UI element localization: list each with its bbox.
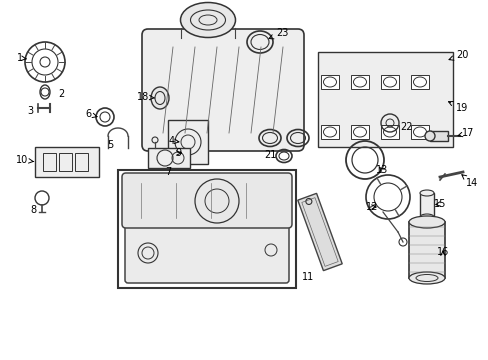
Bar <box>350 75 368 89</box>
Ellipse shape <box>419 190 433 196</box>
Bar <box>148 148 190 168</box>
Ellipse shape <box>180 3 235 37</box>
Bar <box>59 153 72 171</box>
Text: 2: 2 <box>58 89 64 99</box>
Bar <box>410 75 428 89</box>
Bar <box>408 222 444 278</box>
Ellipse shape <box>408 272 444 284</box>
Text: 8: 8 <box>30 205 36 215</box>
Text: 7: 7 <box>164 167 171 177</box>
Text: 13: 13 <box>375 165 387 175</box>
Bar <box>75 153 88 171</box>
Bar <box>168 120 207 164</box>
Text: 14: 14 <box>461 175 477 188</box>
Bar <box>419 193 433 217</box>
Ellipse shape <box>408 216 444 228</box>
Text: 20: 20 <box>448 50 467 60</box>
Text: 6: 6 <box>85 109 97 119</box>
Text: 15: 15 <box>433 199 445 209</box>
Ellipse shape <box>151 87 169 109</box>
Bar <box>320 125 338 139</box>
Text: 19: 19 <box>447 102 467 113</box>
Text: 23: 23 <box>268 28 287 39</box>
Bar <box>317 52 452 147</box>
Text: 12: 12 <box>365 202 377 212</box>
Bar <box>380 125 398 139</box>
Text: 16: 16 <box>436 247 448 257</box>
Bar <box>429 131 447 141</box>
Text: 1: 1 <box>17 53 26 63</box>
Text: 10: 10 <box>16 155 34 165</box>
Text: 9: 9 <box>175 148 181 158</box>
Bar <box>350 125 368 139</box>
Text: 5: 5 <box>107 140 113 150</box>
Text: 4: 4 <box>168 136 179 146</box>
Bar <box>118 170 295 288</box>
Text: 3: 3 <box>27 106 33 116</box>
Polygon shape <box>297 193 342 271</box>
Ellipse shape <box>419 214 433 220</box>
Bar <box>320 75 338 89</box>
Bar <box>43 153 56 171</box>
Bar <box>380 75 398 89</box>
Text: 22: 22 <box>399 122 412 132</box>
FancyBboxPatch shape <box>142 29 304 151</box>
FancyBboxPatch shape <box>122 173 291 228</box>
Bar <box>410 125 428 139</box>
Text: 21: 21 <box>263 150 276 160</box>
FancyBboxPatch shape <box>125 223 288 283</box>
Text: 11: 11 <box>301 272 313 282</box>
Bar <box>35 147 99 177</box>
Text: 17: 17 <box>457 128 473 138</box>
Text: 18: 18 <box>137 92 154 102</box>
Circle shape <box>424 131 434 141</box>
